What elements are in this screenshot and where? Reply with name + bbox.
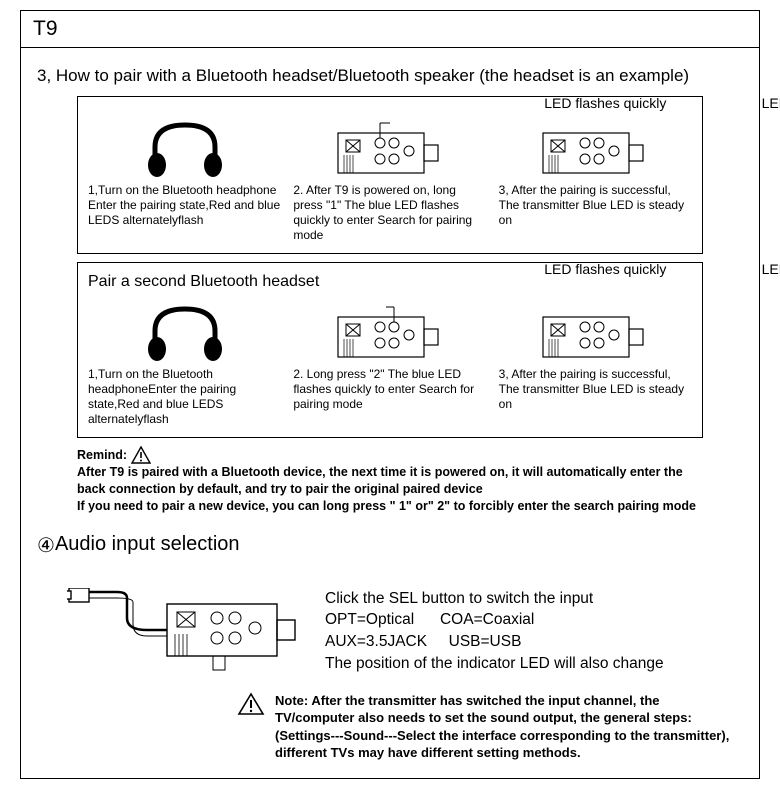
device-icon	[330, 303, 450, 361]
device-icon	[330, 119, 450, 177]
sec4-graphic	[67, 588, 307, 678]
step-2-2: LED flashes quickly	[293, 291, 486, 412]
headphone-icon	[140, 301, 230, 361]
sec4-text: Click the SEL button to switch the input…	[325, 588, 664, 675]
warning-icon	[131, 446, 151, 464]
pairing-row-2: Pair a second Bluetooth headset 1,Turn o…	[77, 262, 703, 438]
sec4-l4: The position of the indicator LED will a…	[325, 653, 664, 675]
header-title: T9	[33, 17, 58, 40]
note-text: Note: After the transmitter has switched…	[275, 692, 735, 762]
device-icon	[535, 303, 655, 361]
step-2-3: LED is steay on	[499, 291, 692, 412]
device-usb-icon	[67, 588, 307, 678]
section4-title: ④Audio input selection	[37, 533, 743, 558]
device-icon	[535, 119, 655, 177]
step-text: 2. Long press "2" The blue LED flashes q…	[293, 367, 486, 412]
page-header: T9	[21, 11, 759, 48]
page-frame: T9 3, How to pair with a Bluetooth heads…	[20, 10, 760, 779]
sec4-l1: Click the SEL button to switch the input	[325, 588, 664, 610]
step-1-1: 1,Turn on the Bluetooth headphone Enter …	[88, 107, 281, 228]
sec4-l3: AUX=3.5JACK USB=USB	[325, 631, 664, 653]
section4-title-text: Audio input selection	[55, 533, 240, 555]
pairing-row-1: 1,Turn on the Bluetooth headphone Enter …	[77, 96, 703, 254]
step-1-3: LED is steay on	[499, 107, 692, 228]
note-row: Note: After the transmitter has switched…	[237, 692, 743, 762]
page-content: 3, How to pair with a Bluetooth headset/…	[21, 48, 759, 778]
step-text: 3, After the pairing is successful, The …	[499, 183, 692, 228]
remind-block: Remind: After T9 is paired with a Blueto…	[77, 446, 703, 515]
headphone-icon	[140, 117, 230, 177]
remind-p1: After T9 is paired with a Bluetooth devi…	[77, 464, 703, 498]
step-text: 3, After the pairing is successful, The …	[499, 367, 692, 412]
step-text: 1,Turn on the Bluetooth headphone Enter …	[88, 183, 281, 228]
step-text: 1,Turn on the Bluetooth headphoneEnter t…	[88, 367, 281, 427]
circled-4-icon: ④	[37, 533, 55, 558]
step-text: 2. After T9 is powered on, long press "1…	[293, 183, 486, 243]
led-label: LED is steay on	[499, 261, 780, 279]
section4-body: Click the SEL button to switch the input…	[67, 588, 743, 678]
remind-p2: If you need to pair a new device, you ca…	[77, 498, 703, 515]
remind-label: Remind:	[77, 447, 127, 464]
warning-icon	[237, 692, 265, 716]
section3-title: 3, How to pair with a Bluetooth headset/…	[37, 66, 743, 86]
step-1-2: LED flashes quickly	[293, 107, 486, 243]
sec4-l2: OPT=Optical COA=Coaxial	[325, 609, 664, 631]
step-2-1: 1,Turn on the Bluetooth headphoneEnter t…	[88, 291, 281, 427]
